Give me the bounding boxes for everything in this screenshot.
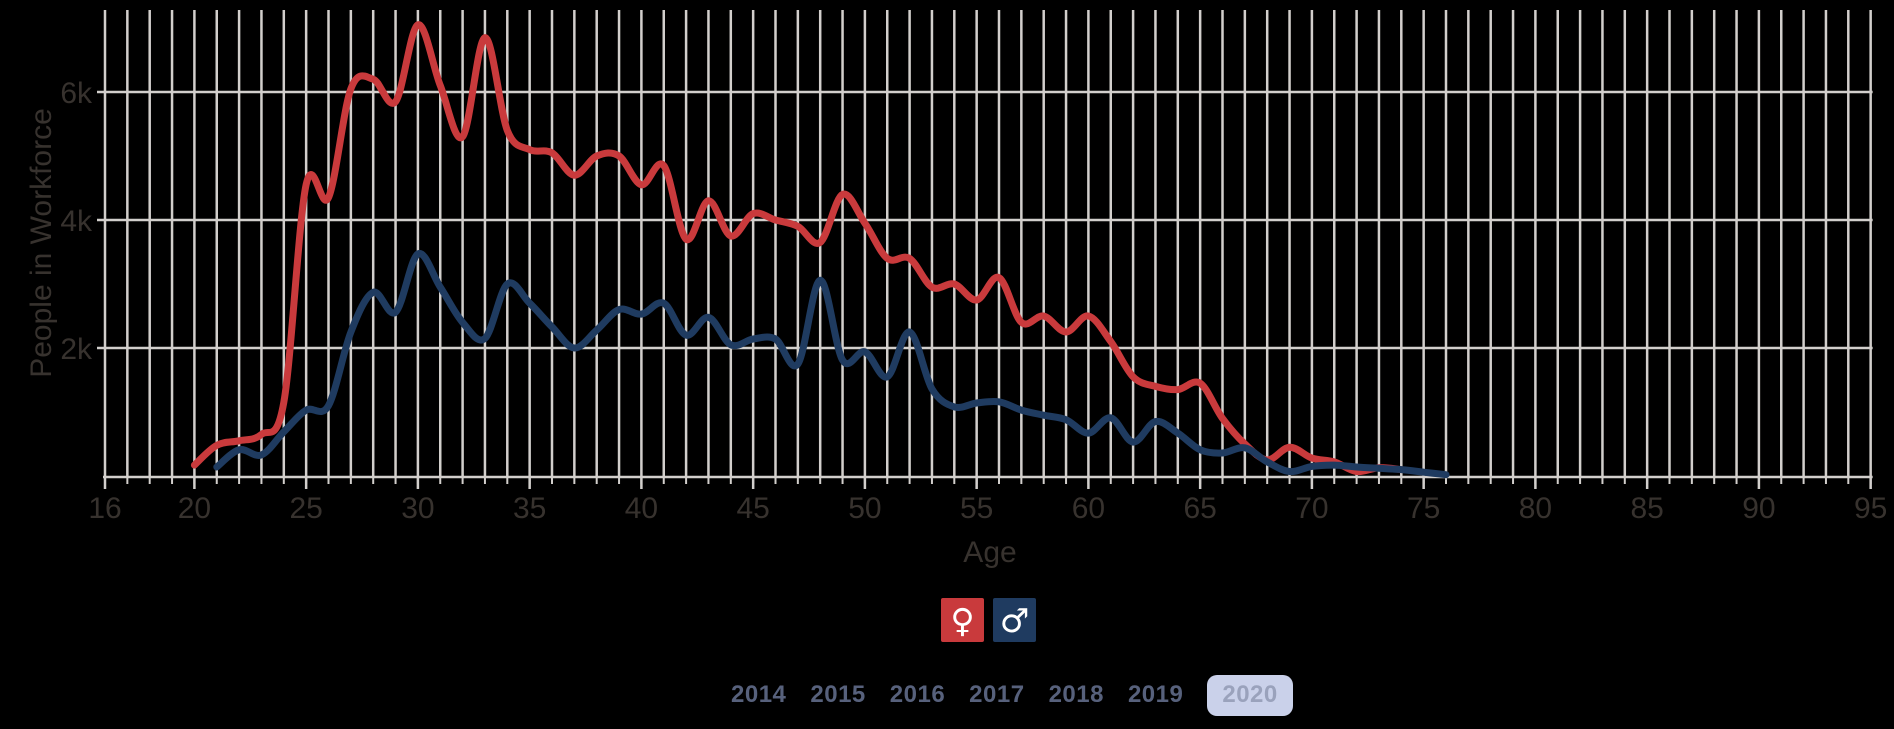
year-button-2018[interactable]: 2018 (1048, 681, 1104, 708)
male-icon: ♂ (999, 600, 1030, 640)
svg-text:85: 85 (1630, 492, 1663, 525)
x-tick-labels: 16 20 25 30 35 40 45 50 55 60 65 70 75 80 85 90 95 (88, 492, 1887, 525)
y-tick-labels: 2k 4k 6k (60, 77, 93, 366)
female-line[interactable] (190, 21, 1405, 476)
svg-text:50: 50 (848, 492, 881, 525)
year-selector: 2014 2015 2016 2017 2018 2019 2020 (731, 674, 1293, 716)
female-icon: ♀ (950, 600, 975, 640)
year-button-2020[interactable]: 2020 (1207, 674, 1293, 716)
svg-text:4k: 4k (60, 205, 93, 238)
svg-text:90: 90 (1742, 492, 1775, 525)
year-button-2017[interactable]: 2017 (969, 681, 1025, 708)
x-axis-title: Age (963, 536, 1017, 569)
svg-text:45: 45 (736, 492, 769, 525)
svg-text:95: 95 (1854, 492, 1887, 525)
svg-text:16: 16 (88, 492, 121, 525)
svg-text:2k: 2k (60, 333, 93, 366)
svg-text:60: 60 (1072, 492, 1105, 525)
male-line[interactable] (213, 250, 1450, 479)
year-button-2015[interactable]: 2015 (810, 681, 866, 708)
svg-text:20: 20 (178, 492, 211, 525)
svg-text:40: 40 (625, 492, 658, 525)
gridlines (97, 10, 1873, 476)
year-button-2016[interactable]: 2016 (889, 681, 946, 708)
year-button-2014[interactable]: 2014 (731, 681, 787, 708)
x-axis (103, 475, 1873, 489)
y-axis-title: People in Workforce (25, 108, 58, 378)
svg-text:80: 80 (1519, 492, 1552, 525)
svg-text:30: 30 (401, 492, 434, 525)
workforce-line-chart: 16 20 25 30 35 40 45 50 55 60 65 70 75 80 85 90 95 2k 4k 6k (60, 10, 1887, 525)
svg-text:70: 70 (1295, 492, 1328, 525)
svg-text:75: 75 (1407, 492, 1440, 525)
svg-text:35: 35 (513, 492, 546, 525)
year-button-2019[interactable]: 2019 (1127, 681, 1184, 708)
female-legend-button[interactable]: ♀ (941, 598, 984, 642)
svg-text:55: 55 (960, 492, 993, 525)
svg-text:25: 25 (289, 492, 322, 525)
svg-text:6k: 6k (60, 77, 93, 110)
male-legend-button[interactable]: ♂ (993, 598, 1036, 642)
svg-text:65: 65 (1183, 492, 1216, 525)
gender-legend: ♀ ♂ (941, 598, 1036, 642)
